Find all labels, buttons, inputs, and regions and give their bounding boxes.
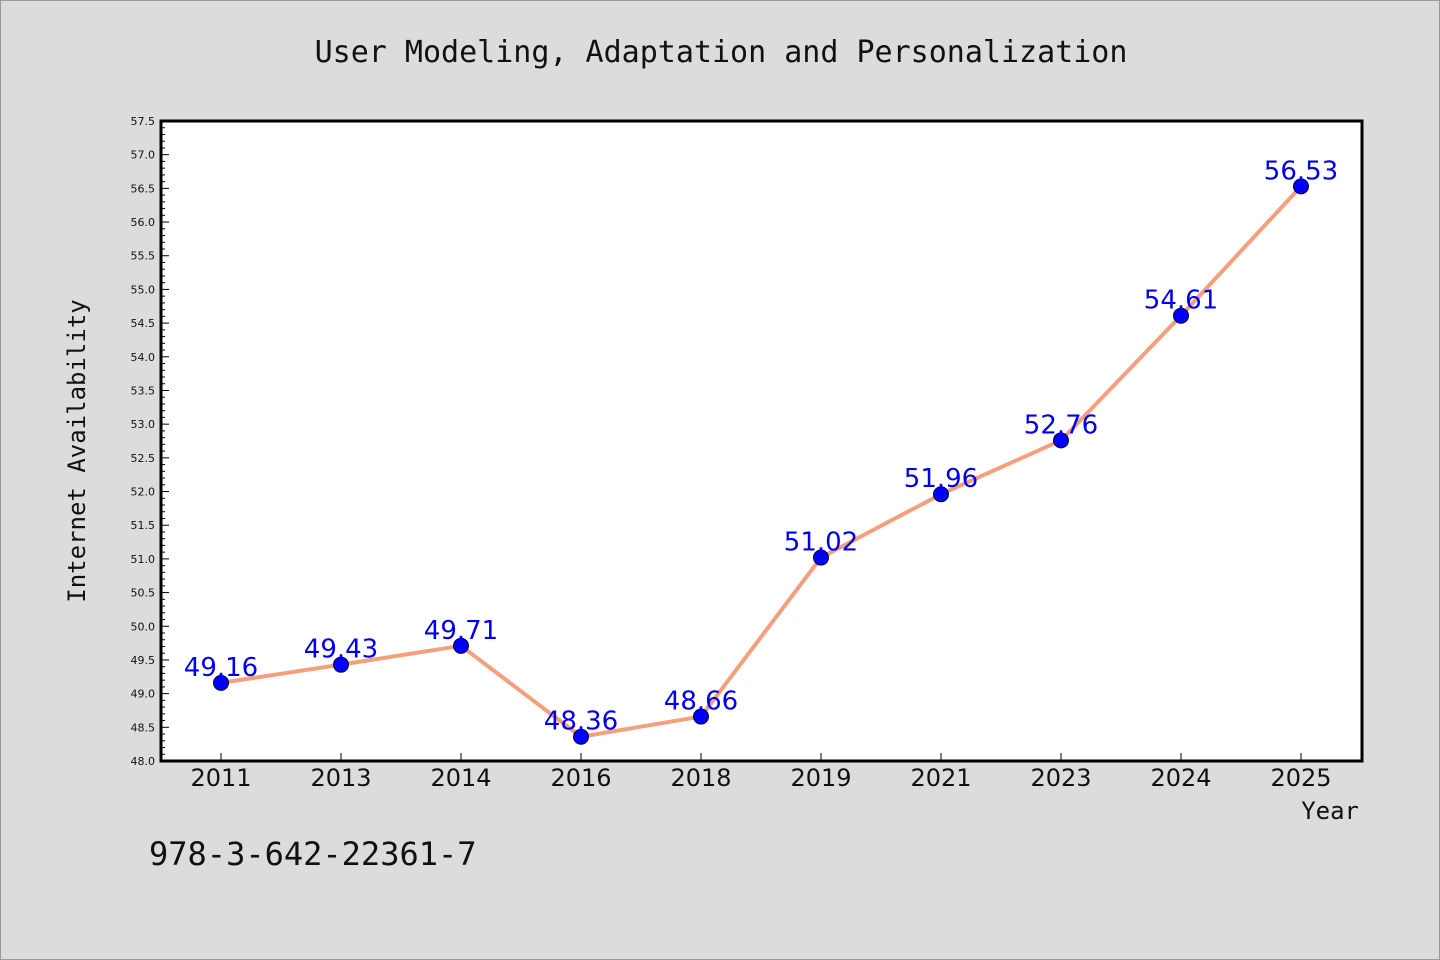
x-tick-label: 2016 bbox=[550, 764, 611, 792]
y-tick-label: 50.5 bbox=[131, 587, 156, 600]
x-tick-label: 2011 bbox=[190, 764, 251, 792]
y-tick-label: 54.0 bbox=[131, 351, 156, 364]
y-tick-label: 49.5 bbox=[131, 654, 156, 667]
plot-area bbox=[159, 119, 1364, 763]
x-tick-label: 2025 bbox=[1270, 764, 1331, 792]
y-tick-label: 57.0 bbox=[131, 149, 156, 162]
y-tick-label: 48.0 bbox=[131, 755, 156, 768]
isbn-text: 978-3-642-22361-7 bbox=[149, 835, 477, 873]
x-tick-label: 2019 bbox=[790, 764, 851, 792]
y-tick-label: 52.0 bbox=[131, 486, 156, 499]
chart-title: User Modeling, Adaptation and Personaliz… bbox=[314, 35, 1128, 70]
data-point bbox=[1173, 307, 1189, 324]
y-tick-label: 54.5 bbox=[131, 317, 156, 330]
data-label: 48.36 bbox=[544, 707, 618, 737]
data-point bbox=[1293, 178, 1309, 195]
data-label: 49.71 bbox=[424, 616, 498, 646]
y-tick-label: 52.5 bbox=[131, 452, 156, 465]
series-line bbox=[220, 184, 1303, 739]
x-tick-label: 2021 bbox=[910, 764, 971, 792]
data-label: 48.66 bbox=[664, 687, 738, 717]
data-label: 56.53 bbox=[1264, 156, 1338, 186]
data-point bbox=[213, 674, 229, 691]
data-label: 51.96 bbox=[904, 464, 978, 494]
data-point bbox=[1053, 432, 1069, 449]
x-tick-label: 2023 bbox=[1030, 764, 1091, 792]
y-tick-label: 55.0 bbox=[131, 283, 156, 296]
y-tick-label: 56.0 bbox=[131, 216, 156, 229]
y-tick-label: 51.5 bbox=[131, 519, 156, 532]
x-axis-label: Year bbox=[1301, 797, 1359, 825]
data-label: 52.76 bbox=[1024, 410, 1098, 440]
data-point bbox=[333, 656, 349, 673]
data-point bbox=[573, 728, 589, 745]
x-tick-label: 2013 bbox=[310, 764, 371, 792]
y-tick-label: 50.0 bbox=[131, 620, 156, 633]
data-point bbox=[693, 708, 709, 725]
data-label: 49.16 bbox=[184, 653, 258, 683]
data-point bbox=[453, 637, 469, 654]
x-tick-label: 2018 bbox=[670, 764, 731, 792]
y-tick-label: 56.5 bbox=[131, 182, 156, 195]
data-label: 49.43 bbox=[304, 635, 378, 665]
x-tick-label: 2024 bbox=[1150, 764, 1211, 792]
y-tick-label: 51.0 bbox=[131, 553, 156, 566]
y-tick-label: 55.5 bbox=[131, 250, 156, 263]
data-label: 51.02 bbox=[784, 528, 858, 558]
y-tick-label: 57.5 bbox=[131, 115, 156, 128]
x-tick-label: 2014 bbox=[430, 764, 491, 792]
data-point bbox=[813, 549, 829, 566]
y-tick-label: 53.5 bbox=[131, 384, 156, 397]
y-tick-label: 48.5 bbox=[131, 721, 156, 734]
y-tick-label: 49.0 bbox=[131, 688, 156, 701]
y-tick-label: 53.0 bbox=[131, 418, 156, 431]
data-label: 54.61 bbox=[1144, 286, 1218, 316]
data-point bbox=[933, 486, 949, 503]
